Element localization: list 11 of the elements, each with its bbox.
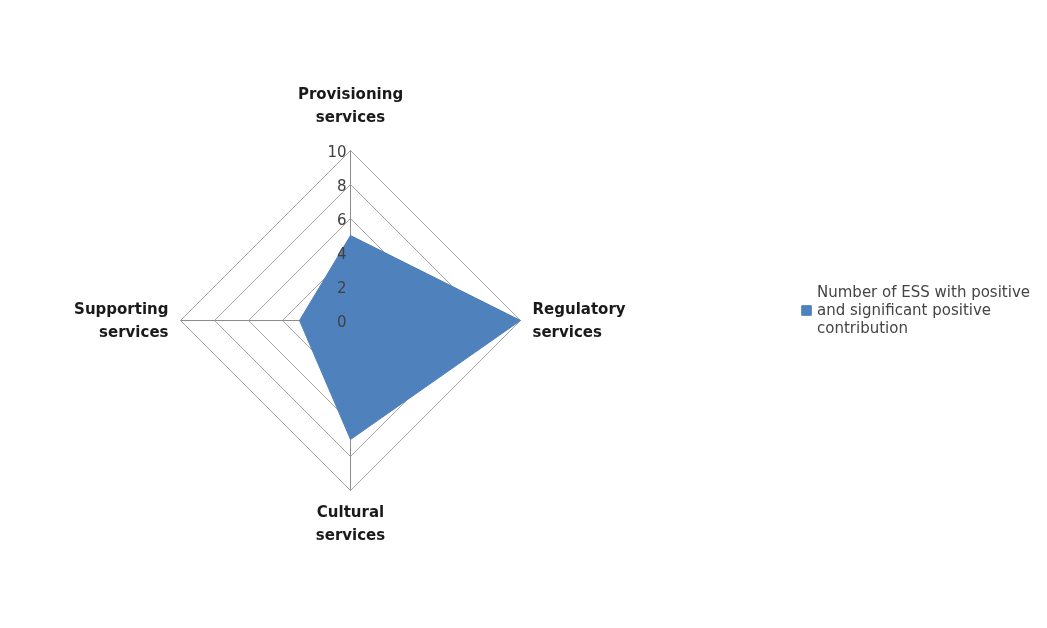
spoke-label: Supporting services bbox=[74, 299, 169, 342]
y-tick-label: 6 bbox=[336, 210, 347, 229]
spoke-label: Provisioning services bbox=[297, 85, 404, 127]
spoke-label: Cultural services bbox=[315, 502, 386, 544]
y-tick-label: 0 bbox=[336, 312, 347, 331]
legend-label: Number of ESS with positive and significant positive contribution bbox=[817, 283, 1030, 337]
y-tick-label: 4 bbox=[336, 244, 347, 263]
spoke-label: Regulatory services bbox=[532, 299, 626, 342]
y-tick-label: 2 bbox=[336, 278, 347, 297]
y-tick-label: 10 bbox=[327, 142, 347, 161]
y-tick-label: 8 bbox=[336, 176, 347, 195]
